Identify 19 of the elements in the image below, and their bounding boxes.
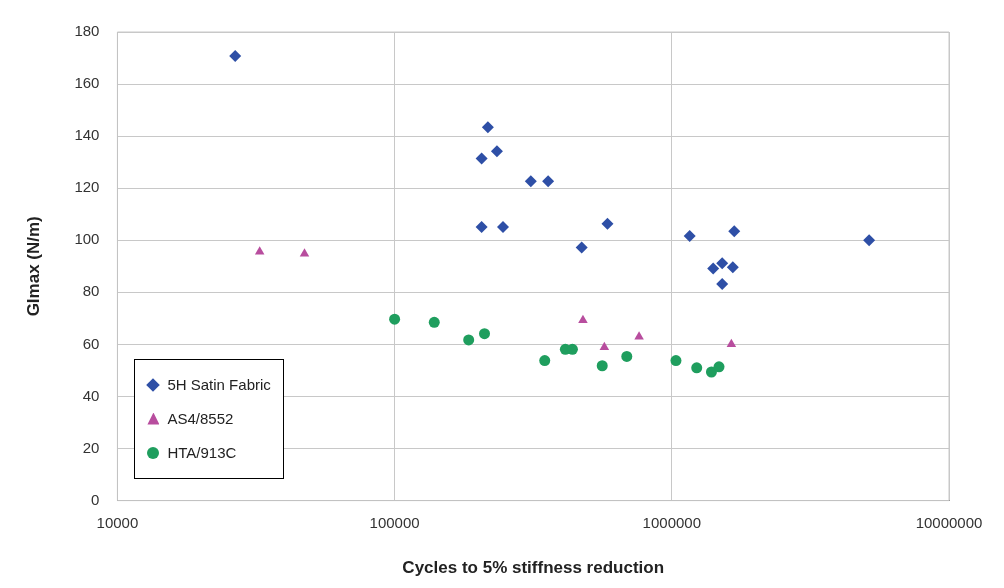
y-tick-label: 0	[91, 490, 100, 508]
x-tick-label: 10000	[96, 513, 139, 531]
x-tick-label: 10000000	[915, 513, 983, 531]
x-axis-title: Cycles to 5% stiffness reduction	[402, 558, 665, 578]
y-tick-label: 40	[82, 386, 100, 404]
y-tick-label: 160	[74, 74, 100, 92]
y-tick-label: 180	[74, 22, 100, 40]
legend-label: 5H Satin Fabric	[167, 376, 271, 394]
y-tick-label: 100	[74, 230, 100, 248]
y-tick-label: 120	[74, 178, 100, 196]
y-tick-label: 80	[82, 282, 100, 300]
y-tick-label: 20	[82, 438, 100, 456]
y-tick-label: 60	[82, 334, 100, 352]
y-axis-title: GImax (N/m)	[23, 216, 43, 317]
legend-label: AS4/8552	[167, 410, 234, 428]
legend-label: HTA/913C	[167, 444, 237, 462]
y-tick-label: 140	[74, 126, 100, 144]
x-tick-label: 1000000	[642, 513, 702, 531]
x-tick-label: 100000	[369, 513, 420, 531]
